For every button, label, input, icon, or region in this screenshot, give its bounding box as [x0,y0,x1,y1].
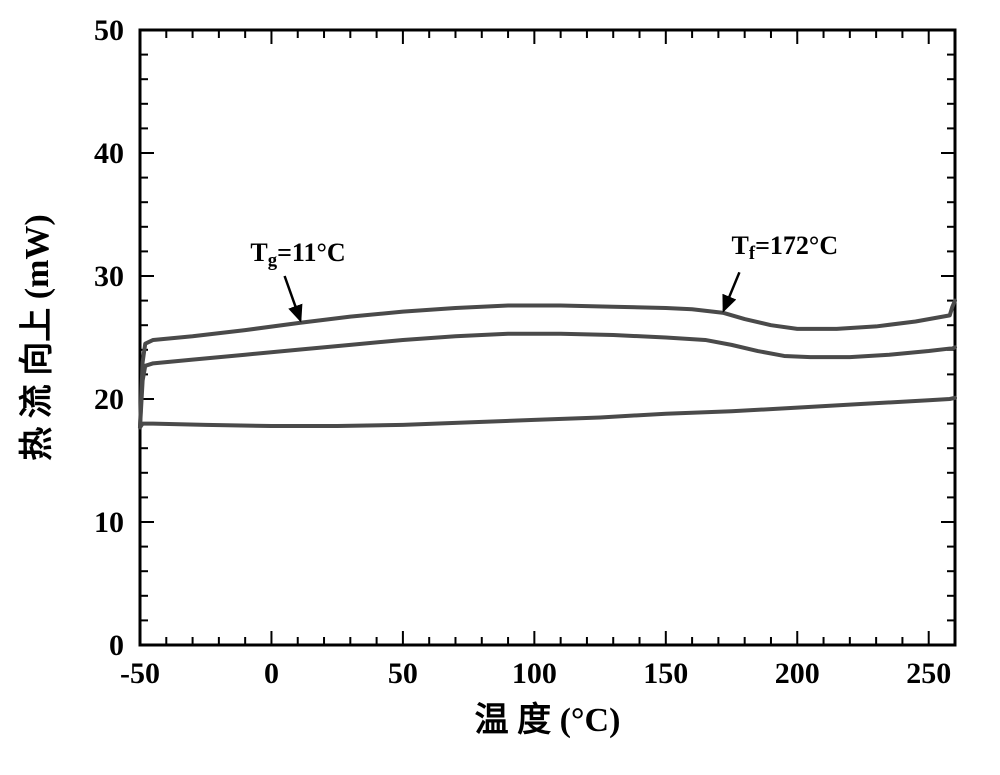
svg-text:250: 250 [906,657,951,690]
svg-text:-50: -50 [120,657,160,690]
svg-text:0: 0 [264,657,279,690]
svg-text:热 流 向上 (mW): 热 流 向上 (mW) [18,214,56,460]
svg-text:200: 200 [775,657,820,690]
svg-text:100: 100 [512,657,557,690]
svg-text:40: 40 [94,137,124,170]
svg-text:30: 30 [94,260,124,293]
svg-text:10: 10 [94,506,124,539]
svg-text:0: 0 [109,629,124,662]
svg-text:20: 20 [94,383,124,416]
svg-text:温 度 (°C): 温 度 (°C) [475,701,621,739]
svg-text:150: 150 [643,657,688,690]
svg-text:50: 50 [94,14,124,47]
svg-text:50: 50 [388,657,418,690]
svg-text:Tf=172°C: Tf=172°C [732,231,839,264]
svg-text:Tg=11°C: Tg=11°C [250,238,345,271]
dsc-chart: -5005010015020025001020304050温 度 (°C)热 流… [0,0,1000,775]
chart-svg: -5005010015020025001020304050温 度 (°C)热 流… [0,0,1000,775]
